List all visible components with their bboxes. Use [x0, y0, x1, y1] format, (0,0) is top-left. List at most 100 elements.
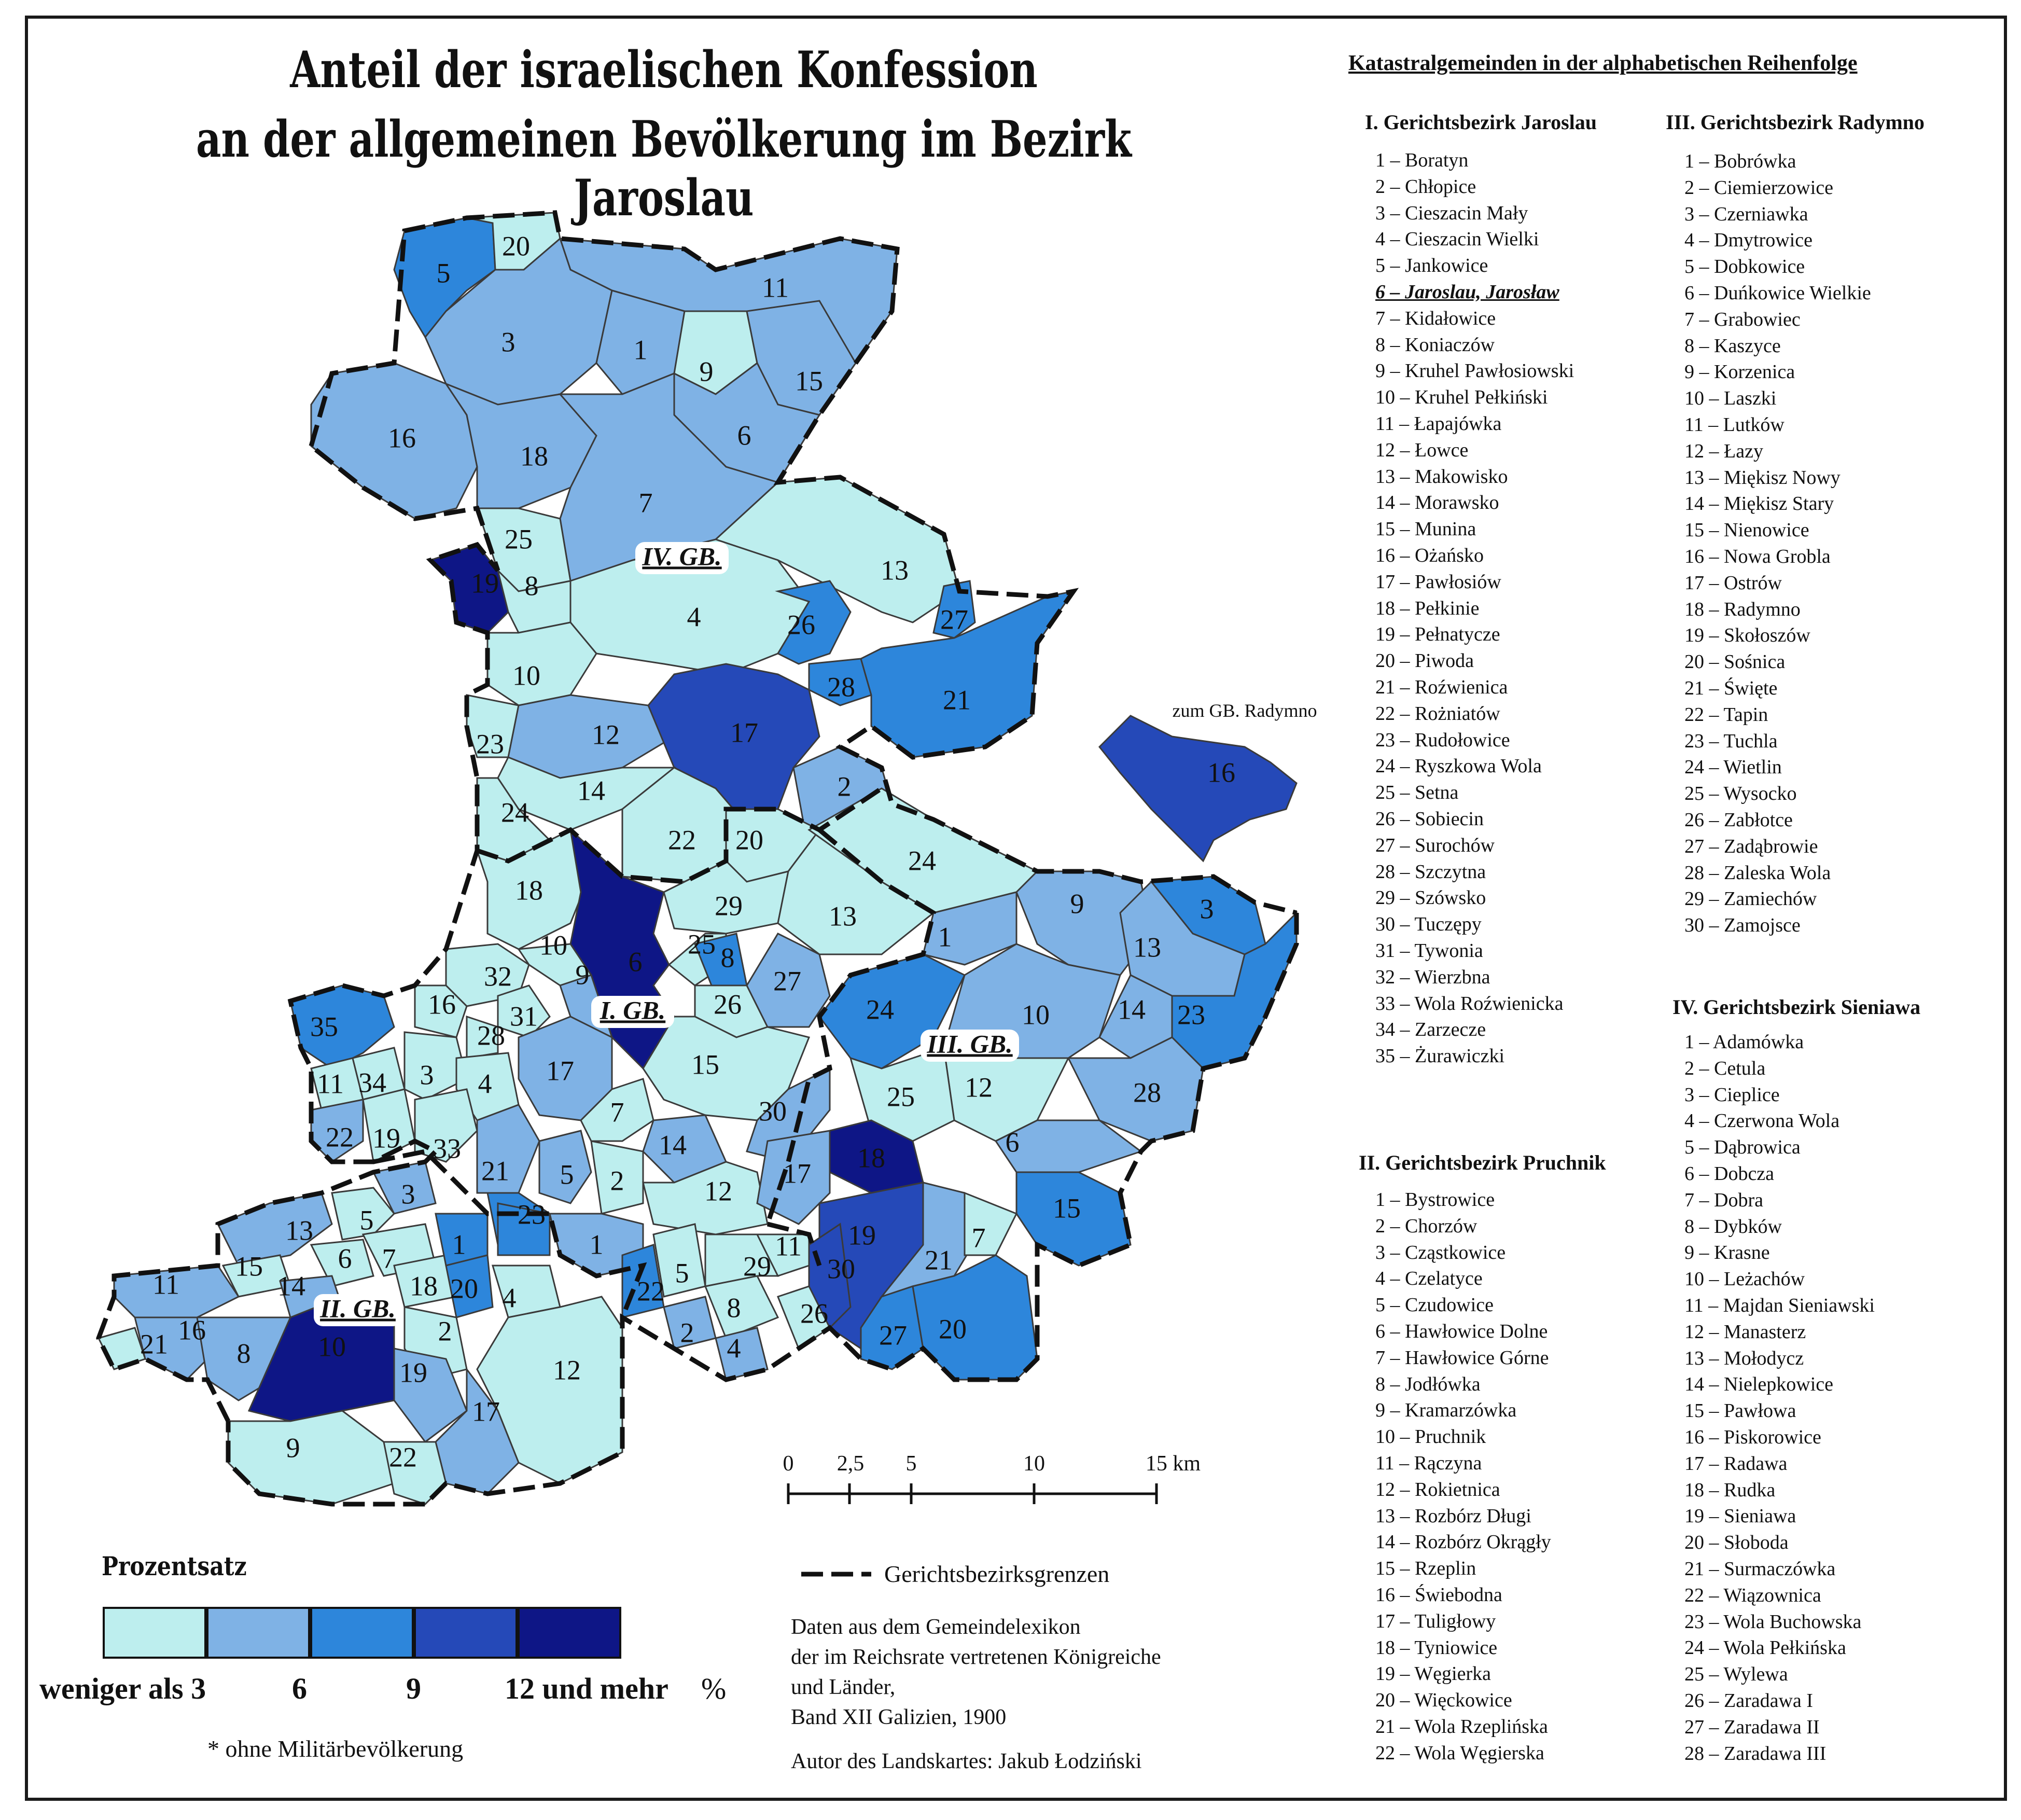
list-item-pruchnik-2: 2 – Chorzów [1375, 1215, 1478, 1237]
list-pruchnik: 1 – Bystrowice 2 – Chorzów 3 – Cząstkowice… [1375, 1187, 1551, 1767]
list-item-sieniawa-27: 27 – Zaradawa II [1684, 1716, 1820, 1738]
list-item-jaroslau-30: 30 – Tuczępy [1375, 913, 1482, 936]
label-sieniawa-22: 22 [668, 824, 696, 855]
list-item-sieniawa-9: 9 – Krasne [1684, 1242, 1770, 1264]
scale-label-10: 10 [1023, 1452, 1045, 1476]
list-item-jaroslau-6: 6 – Jaroslau, Jarosław [1375, 281, 1559, 303]
label-sieniawa-9: 9 [700, 356, 714, 387]
list-jaroslau: 1 – Boratyn 2 – Chłopice 3 – Cieszacin Mał… [1375, 147, 1574, 1069]
label-radymno-1: 1 [938, 921, 952, 952]
list-item-sieniawa-14: 14 – Nielepkowice [1684, 1373, 1834, 1396]
border-I-IV [476, 786, 883, 884]
list-item-jaroslau-2: 2 – Chłopice [1375, 175, 1476, 198]
label-halo-iv [635, 542, 729, 574]
legend-label-12: 12 und mehr [505, 1672, 668, 1705]
label-jaroslau-13: 13 [829, 900, 857, 932]
judicial-district-borders [96, 210, 1299, 1507]
list-item-jaroslau-16: 16 – Ożańsko [1375, 544, 1484, 566]
district-jaroslau [289, 808, 935, 1277]
label-sieniawa-23: 23 [476, 728, 504, 759]
list-item-jaroslau-18: 18 – Pełkinie [1375, 597, 1480, 619]
list-item-sieniawa-13: 13 – Mołodycz [1684, 1347, 1804, 1369]
list-item-radymno-14: 14 – Miękisz Stary [1684, 493, 1834, 515]
list-item-radymno-29: 29 – Zamiechów [1684, 888, 1817, 910]
legend-title: Prozentsatz [102, 1551, 247, 1581]
label-sieniawa-21: 21 [943, 684, 971, 715]
list-item-pruchnik-10: 10 – Pruchnik [1375, 1426, 1486, 1448]
label-pruchnik-12: 12 [553, 1354, 581, 1385]
label-sieniawa-2: 2 [838, 771, 852, 802]
list-radymno: 1 – Bobrówka 2 – Ciemierzowice 3 – Czernia… [1684, 148, 1871, 939]
label-jaroslau-5: 5 [560, 1159, 574, 1190]
list-item-sieniawa-21: 21 – Surmaczówka [1684, 1558, 1836, 1580]
list-item-jaroslau-14: 14 – Morawsko [1375, 492, 1499, 514]
label-pruchnik-3: 3 [401, 1178, 415, 1210]
municipality-radymno-16-exclave [1098, 715, 1298, 863]
district-pruchnik [97, 1161, 831, 1505]
district-labels: IV. GB. I. GB. III. GB. II. GB. [314, 541, 1019, 1326]
label-jaroslau-28: 28 [477, 1020, 505, 1051]
municipality-pruchnik-19 [393, 1347, 468, 1443]
list-item-radymno-11: 11 – Lutków [1684, 413, 1785, 436]
list-item-sieniawa-25: 25 – Wylewa [1684, 1663, 1788, 1686]
label-radymno-16: 16 [1207, 757, 1235, 788]
source-line-4: Band XII Galizien, 1900 [791, 1705, 1007, 1729]
municipality-jaroslau-3 [403, 1031, 468, 1101]
label-pruchnik-4b: 4 [727, 1332, 741, 1364]
list-item-jaroslau-9: 9 – Kruhel Pawłosiowski [1375, 360, 1574, 382]
label-pruchnik-5b: 5 [675, 1257, 689, 1288]
label-halo-i [591, 996, 674, 1028]
list-header-sieniawa: IV. Gerichtsbezirk Sieniawa [1672, 995, 1921, 1019]
label-sieniawa-27: 27 [940, 604, 968, 635]
label-sieniawa-17: 17 [730, 717, 758, 748]
label-jaroslau-27: 27 [773, 965, 801, 996]
list-item-sieniawa-28: 28 – Zaradawa III [1684, 1742, 1827, 1765]
label-pruchnik-16: 16 [178, 1314, 206, 1345]
municipality-sieniawa-18 [444, 382, 597, 509]
list-item-sieniawa-5: 5 – Dąbrowica [1684, 1136, 1801, 1159]
label-jaroslau-30: 30 [759, 1095, 787, 1127]
label-jaroslau-34: 34 [358, 1067, 386, 1098]
municipality-pruchnik-20 [445, 1254, 494, 1318]
list-item-sieniawa-20: 20 – Słoboda [1684, 1532, 1789, 1554]
list-item-radymno-17: 17 – Ostrów [1684, 572, 1782, 594]
list-item-sieniawa-1: 1 – Adamówka [1684, 1031, 1804, 1053]
list-item-radymno-25: 25 – Wysocko [1684, 783, 1797, 805]
list-sieniawa: 1 – Adamówka 2 – Cetula 3 – Cieplice 4 – Cz… [1684, 1029, 1875, 1767]
scale-label-2-5: 2,5 [837, 1452, 865, 1476]
label-pruchnik-1: 1 [452, 1229, 466, 1260]
list-item-radymno-10: 10 – Laszki [1684, 387, 1777, 410]
list-item-jaroslau-27: 27 – Surochów [1375, 834, 1495, 856]
list-item-pruchnik-6: 6 – Hawłowice Dolne [1375, 1320, 1548, 1342]
label-sieniawa-15: 15 [795, 365, 823, 396]
list-item-pruchnik-22: 22 – Wola Węgierska [1375, 1742, 1544, 1764]
label-radymno-13: 13 [1133, 932, 1161, 963]
municipality-jaroslau-15 [642, 1016, 811, 1121]
label-jaroslau-15: 15 [691, 1049, 719, 1080]
district-label-i: I. GB. [600, 995, 665, 1024]
municipality-radymno-1 [922, 891, 1018, 966]
label-pruchnik-8: 8 [237, 1338, 251, 1369]
legend-swatch-class1 [103, 1607, 206, 1659]
list-item-radymno-8: 8 – Kaszyce [1684, 335, 1781, 357]
label-pruchnik-18: 18 [410, 1270, 438, 1301]
source-line-2: der im Reichsrate vertretenen Königreich… [791, 1645, 1161, 1669]
label-sieniawa-1: 1 [634, 334, 648, 365]
outer-border-east [226, 913, 1299, 1507]
list-item-jaroslau-11: 11 – Łapajówka [1375, 412, 1502, 435]
list-item-jaroslau-17: 17 – Pawłosiów [1375, 571, 1501, 593]
list-item-sieniawa-11: 11 – Majdan Sieniawski [1684, 1294, 1875, 1316]
list-item-jaroslau-28: 28 – Szczytna [1375, 860, 1486, 883]
label-sieniawa-25: 25 [505, 523, 533, 554]
map-frame [25, 16, 2007, 1801]
list-item-jaroslau-15: 15 – Munina [1375, 518, 1476, 540]
list-item-jaroslau-25: 25 – Setna [1375, 782, 1459, 804]
scale-label-15: 15 km [1146, 1452, 1201, 1476]
legend-label-percent: % [701, 1672, 727, 1705]
label-sieniawa-5: 5 [437, 257, 451, 288]
list-item-radymno-20: 20 – Sośnica [1684, 651, 1786, 673]
municipality-jaroslau-21 [476, 1104, 540, 1194]
list-item-sieniawa-22: 22 – Wiązownica [1684, 1584, 1821, 1606]
list-item-pruchnik-3: 3 – Cząstkowice [1375, 1241, 1506, 1263]
